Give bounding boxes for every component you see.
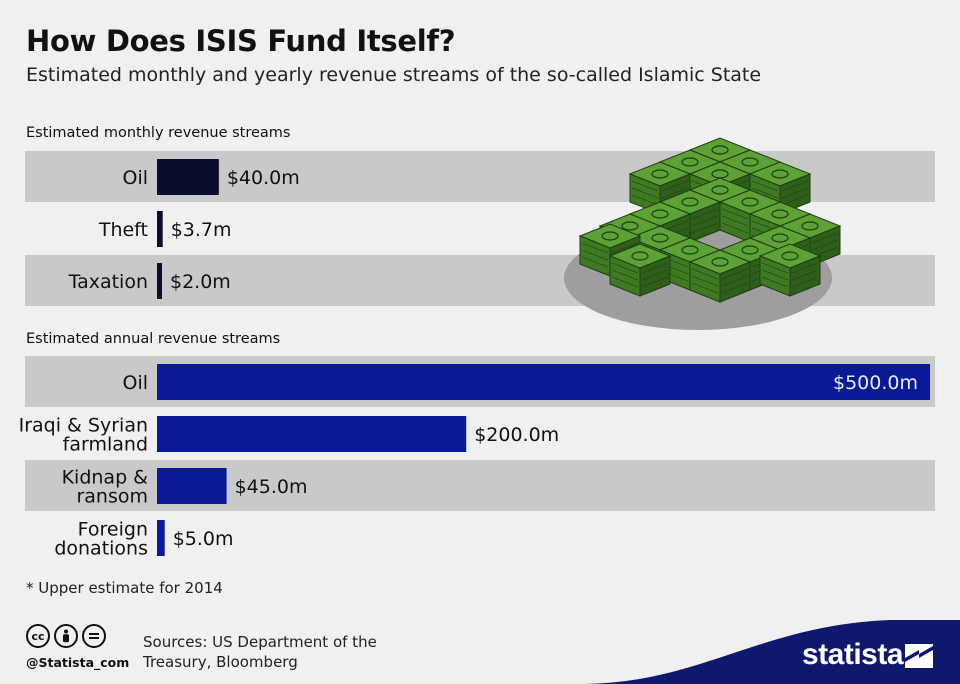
- bar: [157, 520, 165, 556]
- value-label: $40.0m: [227, 167, 300, 189]
- monthly-section-label: Estimated monthly revenue streams: [26, 125, 291, 141]
- footnote: * Upper estimate for 2014: [26, 579, 223, 597]
- category-label: Oil: [122, 167, 148, 189]
- category-label: Theft: [98, 219, 148, 241]
- sources-line-1: Sources: US Department of the: [143, 633, 377, 651]
- value-label: $200.0m: [474, 424, 559, 446]
- category-label: Iraqi & Syrian farmland: [19, 415, 148, 456]
- bar: [157, 364, 930, 400]
- statista-handle[interactable]: @Statista_com: [26, 655, 130, 670]
- chart-title: How Does ISIS Fund Itself?: [26, 24, 456, 58]
- annual-section-label: Estimated annual revenue streams: [26, 331, 281, 347]
- value-label: $45.0m: [235, 476, 308, 498]
- chart-subtitle: Estimated monthly and yearly revenue str…: [26, 64, 762, 86]
- attribution-icon: [54, 624, 78, 648]
- bar: [157, 416, 467, 452]
- money-brick: [758, 243, 822, 297]
- bar: [157, 211, 163, 247]
- category-label: Taxation: [68, 271, 148, 293]
- category-label: Foreign donations: [54, 519, 148, 560]
- bar-group: Oil $40.0m Theft $3.7m Taxation $2.0m Oil $500.…: [19, 159, 930, 560]
- value-label: $2.0m: [170, 271, 231, 293]
- statista-logo-mark-icon: [905, 644, 933, 668]
- license-icons: cc: [26, 624, 106, 648]
- category-label: Kidnap & ransom: [62, 467, 149, 508]
- value-label: $500.0m: [833, 372, 918, 394]
- money-brick: [688, 249, 752, 303]
- statista-logo[interactable]: statista: [802, 638, 904, 671]
- money-brick: [608, 243, 672, 297]
- creative-commons-icon: cc: [26, 624, 50, 648]
- bar: [157, 468, 227, 504]
- money-stacks-icon: [564, 137, 842, 330]
- category-label: Oil: [122, 372, 148, 394]
- sources: Sources: US Department of the Treasury, …: [143, 632, 403, 672]
- bar: [157, 263, 162, 299]
- no-derivatives-icon: [82, 624, 106, 648]
- value-label: $3.7m: [171, 219, 232, 241]
- sources-line-2: Treasury, Bloomberg: [143, 653, 298, 671]
- value-label: $5.0m: [173, 528, 234, 550]
- bar: [157, 159, 219, 195]
